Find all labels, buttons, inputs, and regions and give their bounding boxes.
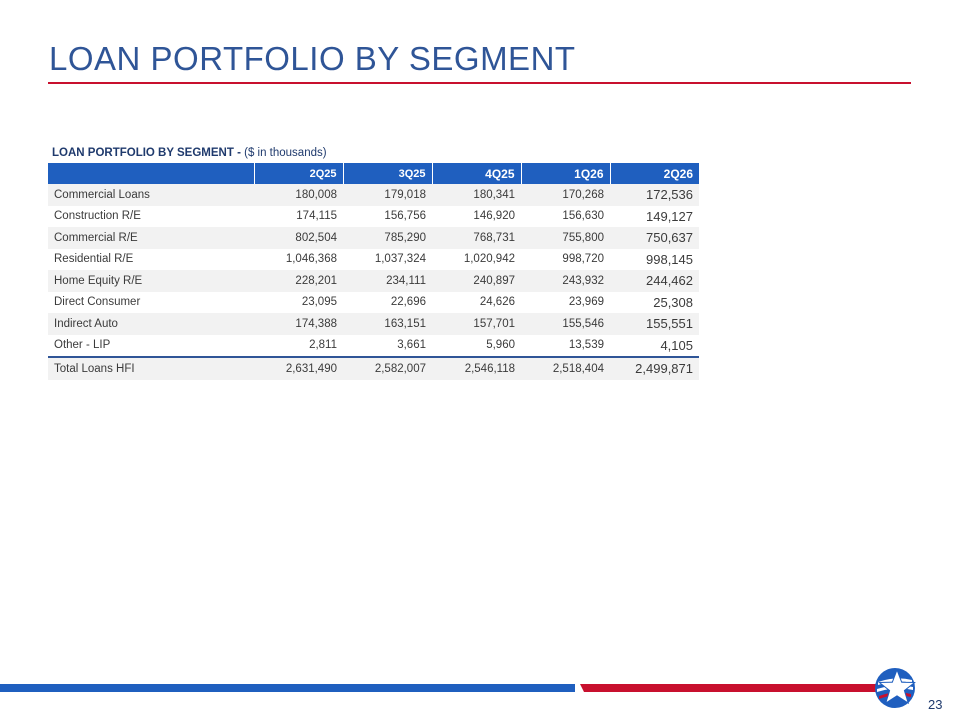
table-row: Direct Consumer 23,095 22,696 24,626 23,… — [48, 292, 699, 314]
table-cell: 998,145 — [646, 251, 693, 267]
table-cell: 155,546 — [521, 313, 610, 335]
column-header-segment — [48, 163, 254, 184]
table-caption: LOAN PORTFOLIO BY SEGMENT - ($ in thousa… — [52, 147, 327, 159]
table-cell: 13,539 — [568, 339, 604, 352]
table-caption-bold: LOAN PORTFOLIO BY SEGMENT - — [52, 147, 245, 159]
table-cell: 240,897 — [432, 270, 521, 292]
table-cell: 170,268 — [521, 184, 610, 206]
table-caption-unit: ($ in thousands) — [244, 147, 327, 159]
table-cell: 172,536 — [610, 184, 699, 206]
table-cell: 22,696 — [390, 296, 426, 309]
table-cell: 243,932 — [521, 270, 610, 292]
row-label: Construction R/E — [54, 210, 141, 223]
row-label: Direct Consumer — [54, 296, 141, 309]
page-title: LOAN PORTFOLIO BY SEGMENT — [49, 40, 576, 77]
table-cell: 4,105 — [660, 337, 693, 353]
title-divider — [48, 82, 911, 84]
row-label: Commercial R/E — [48, 227, 254, 249]
loan-portfolio-table: 2Q25 3Q25 4Q25 1Q26 2Q26 Commercial Loan… — [48, 163, 699, 380]
table-cell: 802,504 — [254, 227, 343, 249]
footer-blue-stripe — [0, 684, 575, 692]
table-row: Commercial R/E 802,504 785,290 768,731 7… — [48, 227, 699, 249]
table-cell: 155,551 — [610, 313, 699, 335]
total-row: Total Loans HFI 2,631,490 2,582,007 2,54… — [48, 356, 699, 380]
table-cell: 180,008 — [254, 184, 343, 206]
total-row-label: Total Loans HFI — [48, 356, 254, 380]
table-cell: 228,201 — [254, 270, 343, 292]
table-cell: 1,046,368 — [285, 253, 337, 266]
total-cell: 2,582,007 — [343, 356, 432, 380]
column-header-3q25: 3Q25 — [342, 163, 432, 184]
row-label: Home Equity R/E — [48, 270, 254, 292]
total-cell: 2,499,871 — [610, 356, 699, 380]
table-cell: 750,637 — [610, 227, 699, 249]
column-header-4q25: 4Q25 — [431, 163, 521, 184]
table-row: Residential R/E 1,046,368 1,037,324 1,02… — [48, 249, 699, 271]
table-cell: 157,701 — [432, 313, 521, 335]
table-cell: 23,095 — [301, 296, 337, 309]
table-cell: 234,111 — [343, 270, 432, 292]
table-row: Commercial Loans 180,008 179,018 180,341… — [48, 184, 699, 206]
total-cell: 2,631,490 — [254, 356, 343, 380]
table-cell: 174,115 — [296, 210, 337, 223]
footer-red-stripe — [580, 684, 876, 692]
table-row: Indirect Auto 174,388 163,151 157,701 15… — [48, 313, 699, 335]
table-row: Other - LIP 2,811 3,661 5,960 13,539 4,1… — [48, 335, 699, 358]
table-cell: 179,018 — [343, 184, 432, 206]
table-cell: 3,661 — [397, 339, 426, 352]
table-cell: 25,308 — [653, 294, 693, 310]
table-cell: 5,960 — [486, 339, 515, 352]
star-logo-icon — [873, 666, 917, 710]
column-header-2q25: 2Q25 — [253, 163, 343, 184]
table-row: Home Equity R/E 228,201 234,111 240,897 … — [48, 270, 699, 292]
table-header-row: 2Q25 3Q25 4Q25 1Q26 2Q26 — [48, 163, 699, 184]
row-label: Indirect Auto — [48, 313, 254, 335]
table-cell: 755,800 — [521, 227, 610, 249]
column-header-1q26: 1Q26 — [520, 163, 610, 184]
table-cell: 146,920 — [473, 210, 515, 223]
table-cell: 768,731 — [432, 227, 521, 249]
table-cell: 1,037,324 — [374, 253, 426, 266]
table-cell: 156,630 — [562, 210, 604, 223]
table-cell: 174,388 — [254, 313, 343, 335]
table-cell: 1,020,942 — [463, 253, 515, 266]
row-label: Other - LIP — [54, 339, 111, 352]
table-cell: 163,151 — [343, 313, 432, 335]
table-cell: 244,462 — [610, 270, 699, 292]
table-cell: 998,720 — [562, 253, 604, 266]
table-row: Construction R/E 174,115 156,756 146,920… — [48, 206, 699, 228]
table-cell: 23,969 — [568, 296, 604, 309]
total-cell: 2,518,404 — [521, 356, 610, 380]
table-cell: 149,127 — [646, 208, 693, 224]
total-cell: 2,546,118 — [432, 356, 521, 380]
page-number: 23 — [928, 697, 943, 712]
row-label: Residential R/E — [54, 253, 134, 266]
table-cell: 785,290 — [343, 227, 432, 249]
row-label: Commercial Loans — [48, 184, 254, 206]
table-cell: 24,626 — [479, 296, 515, 309]
table-cell: 156,756 — [384, 210, 426, 223]
table-cell: 180,341 — [432, 184, 521, 206]
table-cell: 2,811 — [309, 339, 337, 352]
column-header-2q26: 2Q26 — [609, 163, 699, 184]
